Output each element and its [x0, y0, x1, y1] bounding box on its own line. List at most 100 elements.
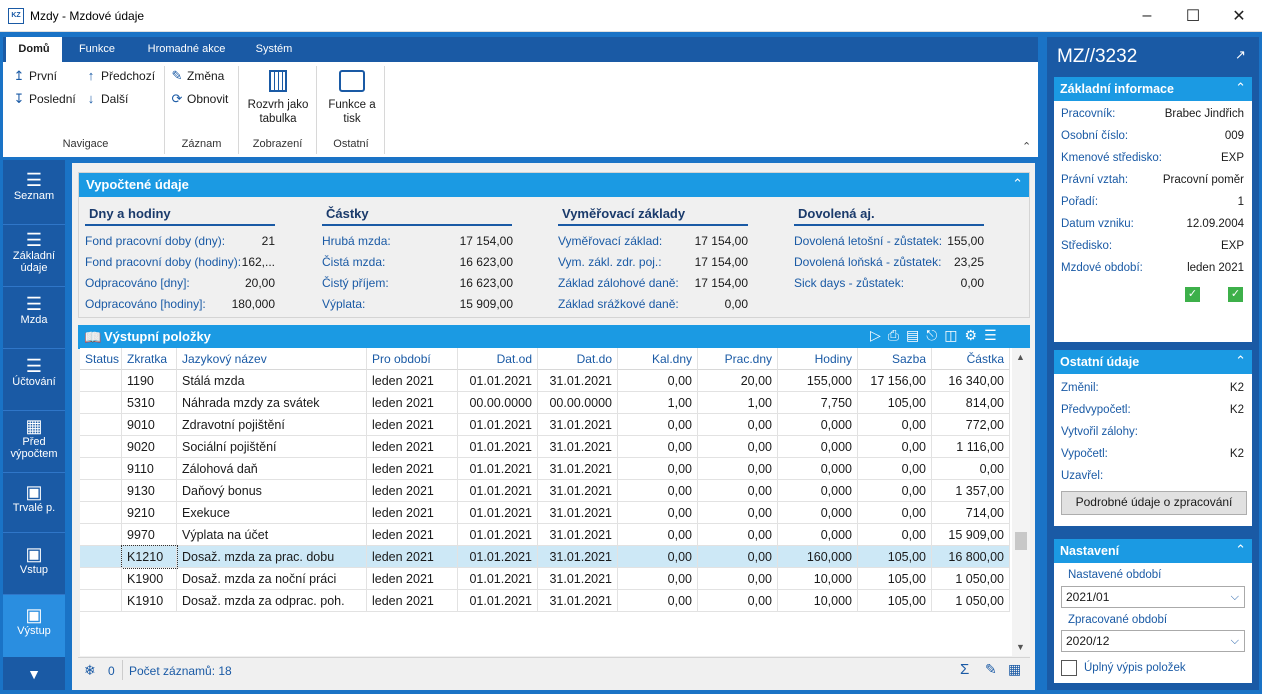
- scroll-down-icon[interactable]: ▼: [1016, 642, 1025, 652]
- collapse-other-icon[interactable]: ⌃: [1235, 353, 1246, 368]
- basic-info-label: Právní vztah:: [1061, 174, 1129, 186]
- table-row[interactable]: 9010 Zdravotní pojištění leden 2021 01.01.2…: [80, 414, 1010, 436]
- first-button[interactable]: ↥ První: [13, 68, 57, 84]
- cell-work-days: 0,00: [698, 524, 778, 546]
- maximize-button[interactable]: ☐: [1185, 8, 1201, 25]
- table-row[interactable]: 9970 Výplata na účet leden 2021 01.01.2021 3…: [80, 524, 1010, 546]
- nav-permanent[interactable]: ▣ Trvalé p.: [3, 482, 65, 514]
- nav-accounting[interactable]: ☰ Účtování: [3, 356, 65, 388]
- collapse-ribbon-icon[interactable]: ⌃: [1022, 141, 1032, 153]
- processing-details-button[interactable]: Podrobné údaje o zpracování: [1061, 491, 1247, 515]
- column-header-status[interactable]: Status: [80, 348, 122, 370]
- full-listing-checkbox[interactable]: [1061, 660, 1077, 676]
- scroll-thumb[interactable]: [1015, 532, 1027, 550]
- cell-hours: 0,000: [778, 414, 858, 436]
- close-button[interactable]: ✕: [1232, 8, 1246, 25]
- table-row[interactable]: K1210 Dosaž. mzda za prac. dobu leden 2021…: [80, 545, 1010, 569]
- computed-value: 21: [261, 234, 275, 248]
- column-header-date-from[interactable]: Dat.od: [458, 348, 538, 370]
- cell-code: 9130: [122, 480, 177, 502]
- cell-rate: 0,00: [858, 502, 932, 524]
- cell-name: Dosaž. mzda za odprac. poh.: [177, 590, 367, 612]
- collapse-panel-icon[interactable]: ⌃: [1012, 176, 1023, 191]
- nav-input[interactable]: ▣ Vstup: [3, 544, 65, 576]
- functions-print-button[interactable]: Funkce a tisk: [321, 70, 383, 126]
- scroll-up-icon[interactable]: ▲: [1016, 352, 1025, 362]
- computed-value: 155,00: [947, 234, 984, 248]
- cell-code: 5310: [122, 392, 177, 414]
- column-header-amount[interactable]: Částka: [932, 348, 1010, 370]
- column-header-hours[interactable]: Hodiny: [778, 348, 858, 370]
- table-row[interactable]: K1900 Dosaž. mzda za noční práci leden 202…: [80, 568, 1010, 590]
- nav-wage[interactable]: ☰ Mzda: [3, 294, 65, 326]
- column-header-rate[interactable]: Sazba: [858, 348, 932, 370]
- cell-date-from: 01.01.2021: [458, 370, 538, 392]
- computed-label: Dovolená loňská - zůstatek:: [794, 255, 942, 269]
- layout-as-table-button[interactable]: Rozvrh jako tabulka: [243, 70, 313, 126]
- cell-status: [80, 480, 122, 502]
- collapse-settings-icon[interactable]: ⌃: [1235, 542, 1246, 557]
- cell-status: [80, 392, 122, 414]
- columns-icon[interactable]: ◫: [944, 327, 965, 343]
- table-row[interactable]: 9110 Zálohová daň leden 2021 01.01.2021 31.0…: [80, 458, 1010, 480]
- column-header-period[interactable]: Pro období: [367, 348, 458, 370]
- ribbon-separator: [238, 66, 239, 154]
- computed-section-title: Dny a hodiny: [85, 206, 275, 226]
- play-icon[interactable]: ▷: [870, 327, 888, 343]
- set-period-value: 2021/01: [1066, 590, 1110, 604]
- last-label: Poslední: [29, 92, 76, 106]
- edit-button[interactable]: ✎ Změna: [171, 68, 225, 84]
- nav-basic-data[interactable]: ☰ Základní údaje: [3, 230, 65, 274]
- ribbon-separator: [384, 66, 385, 154]
- cell-code: K1210: [121, 545, 178, 569]
- nav-more[interactable]: ▼: [3, 664, 65, 684]
- tab-functions[interactable]: Funkce: [78, 43, 116, 55]
- collapse-basic-icon[interactable]: ⌃: [1235, 80, 1246, 95]
- table-row[interactable]: K1910 Dosaž. mzda za odprac. poh. leden 20…: [80, 590, 1010, 612]
- grid-scrollbar[interactable]: ▲ ▼: [1012, 348, 1030, 656]
- link-icon[interactable]: ⎋: [926, 327, 945, 343]
- minimize-button[interactable]: –: [1142, 7, 1152, 24]
- previous-button[interactable]: ↑ Předchozí: [85, 68, 155, 83]
- tab-bulk-actions[interactable]: Hromadné akce: [147, 43, 226, 55]
- table-row[interactable]: 9130 Daňový bonus leden 2021 01.01.2021 31.0…: [80, 480, 1010, 502]
- tab-home[interactable]: Domů: [6, 37, 62, 62]
- column-header-work-days[interactable]: Prac.dny: [698, 348, 778, 370]
- refresh-button[interactable]: ⟳ Obnovit: [171, 91, 229, 107]
- record-id: MZ//3232: [1057, 46, 1138, 67]
- column-header-name[interactable]: Jazykový název: [177, 348, 367, 370]
- nav-list[interactable]: ☰ Seznam: [3, 170, 65, 202]
- column-header-code[interactable]: Zkratka: [122, 348, 177, 370]
- menu-icon[interactable]: ☰: [984, 327, 1004, 343]
- next-button[interactable]: ↓ Další: [85, 91, 129, 106]
- processed-period-select[interactable]: 2020/12 ⌵: [1061, 630, 1245, 652]
- table-row[interactable]: 5310 Náhrada mzdy za svátek leden 2021 00.0…: [80, 392, 1010, 414]
- chevron-down-icon: ⌵: [1230, 591, 1239, 603]
- tab-system[interactable]: Systém: [255, 43, 293, 55]
- nav-before-calc[interactable]: ▦ Před výpočtem: [3, 416, 65, 460]
- last-button[interactable]: ↧ Poslední: [13, 91, 76, 107]
- column-header-cal-days[interactable]: Kal.dny: [618, 348, 698, 370]
- column-header-date-to[interactable]: Dat.do: [538, 348, 618, 370]
- chart-icon[interactable]: ▤: [905, 327, 927, 343]
- cell-rate: 105,00: [858, 546, 932, 568]
- set-period-select[interactable]: 2021/01 ⌵: [1061, 586, 1245, 608]
- cell-status: [80, 436, 122, 458]
- basic-info-title: Základní informace: [1054, 77, 1252, 101]
- nav-output[interactable]: ▣ Výstup: [3, 595, 65, 657]
- snowflake-icon[interactable]: ❄: [84, 662, 96, 678]
- cell-date-from: 01.01.2021: [458, 546, 538, 568]
- computed-value: 17 154,00: [694, 255, 748, 269]
- cell-cal-days: 0,00: [618, 568, 698, 590]
- settings-icon[interactable]: ⚙: [964, 327, 985, 343]
- edit-grid-icon[interactable]: ▦: [1008, 661, 1022, 677]
- print-icon[interactable]: ⎙: [887, 327, 906, 343]
- pencil-icon[interactable]: ✎: [985, 661, 997, 677]
- table-row[interactable]: 9020 Sociální pojištění leden 2021 01.01.20…: [80, 436, 1010, 458]
- sum-icon[interactable]: Σ: [960, 661, 970, 678]
- table-row[interactable]: 1190 Stálá mzda leden 2021 01.01.2021 31.01.…: [80, 370, 1010, 392]
- basic-info-value: 12.09.2004: [1186, 218, 1244, 230]
- table-row[interactable]: 9210 Exekuce leden 2021 01.01.2021 31.01.202…: [80, 502, 1010, 524]
- popout-icon[interactable]: ↗: [1235, 47, 1246, 62]
- cell-code: 9970: [122, 524, 177, 546]
